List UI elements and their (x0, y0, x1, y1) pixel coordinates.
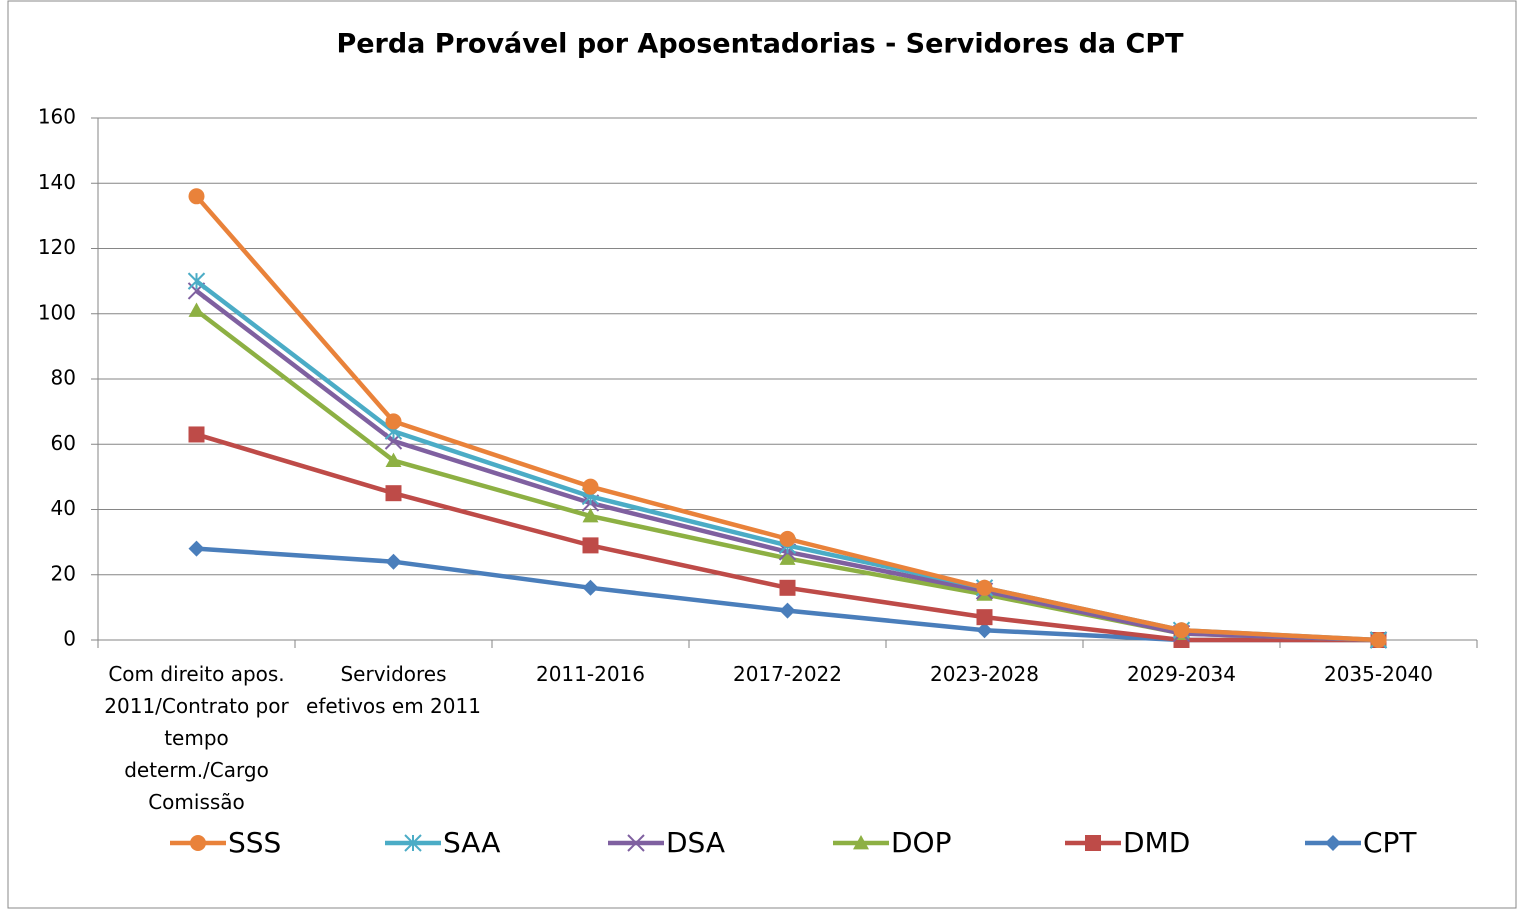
x-tick-label: 2011-2016 (535, 662, 645, 686)
legend-label: SSS (228, 826, 281, 859)
data-point (188, 188, 205, 205)
data-point (582, 537, 599, 554)
y-tick-label: 0 (63, 627, 76, 651)
data-point (1370, 632, 1387, 648)
data-point (779, 602, 796, 619)
y-tick-label: 20 (51, 561, 76, 585)
x-tick-label: Com direito apos. 2011/Contrato por temp… (104, 662, 289, 814)
data-point (779, 530, 796, 547)
data-point (385, 553, 402, 570)
data-point (976, 622, 993, 639)
data-point (779, 550, 796, 565)
legend-label: CPT (1363, 826, 1417, 859)
data-point (385, 485, 402, 502)
legend-marker (853, 835, 869, 850)
legend-label: SAA (443, 826, 500, 859)
data-point (188, 540, 205, 557)
data-point (582, 478, 599, 495)
legend-marker (404, 834, 422, 852)
y-tick-label: 40 (51, 496, 76, 520)
data-point (1173, 622, 1190, 639)
y-tick-label: 60 (51, 431, 76, 455)
data-point (976, 609, 993, 626)
x-tick-label: 2035-2040 (1323, 662, 1433, 686)
y-tick-label: 100 (38, 300, 76, 324)
y-tick-label: 80 (51, 366, 76, 390)
legend-marker (1325, 835, 1341, 851)
data-point (582, 579, 599, 596)
y-tick-label: 140 (38, 170, 76, 194)
legend-marker (190, 835, 206, 851)
legend-label: DOP (891, 826, 951, 859)
legend-label: DSA (666, 826, 725, 859)
data-point (385, 452, 402, 467)
data-point (779, 579, 796, 596)
chart-title: Perda Provável por Aposentadorias - Serv… (336, 29, 1184, 60)
data-point (582, 508, 599, 523)
legend-marker (1085, 835, 1101, 851)
data-point (188, 426, 205, 443)
legend-label: DMD (1123, 826, 1190, 859)
x-tick-label: 2017-2022 (732, 662, 842, 686)
data-point (385, 413, 402, 430)
data-point (187, 272, 206, 290)
y-tick-label: 120 (38, 235, 76, 259)
x-tick-label: 2029-2034 (1126, 662, 1236, 686)
data-point (188, 302, 205, 317)
x-tick-label: Servidores efetivos em 2011 (306, 662, 481, 718)
x-tick-label: 2023-2028 (929, 662, 1039, 686)
data-point (976, 579, 993, 596)
legend-marker (627, 834, 645, 852)
y-tick-label: 160 (38, 105, 76, 129)
